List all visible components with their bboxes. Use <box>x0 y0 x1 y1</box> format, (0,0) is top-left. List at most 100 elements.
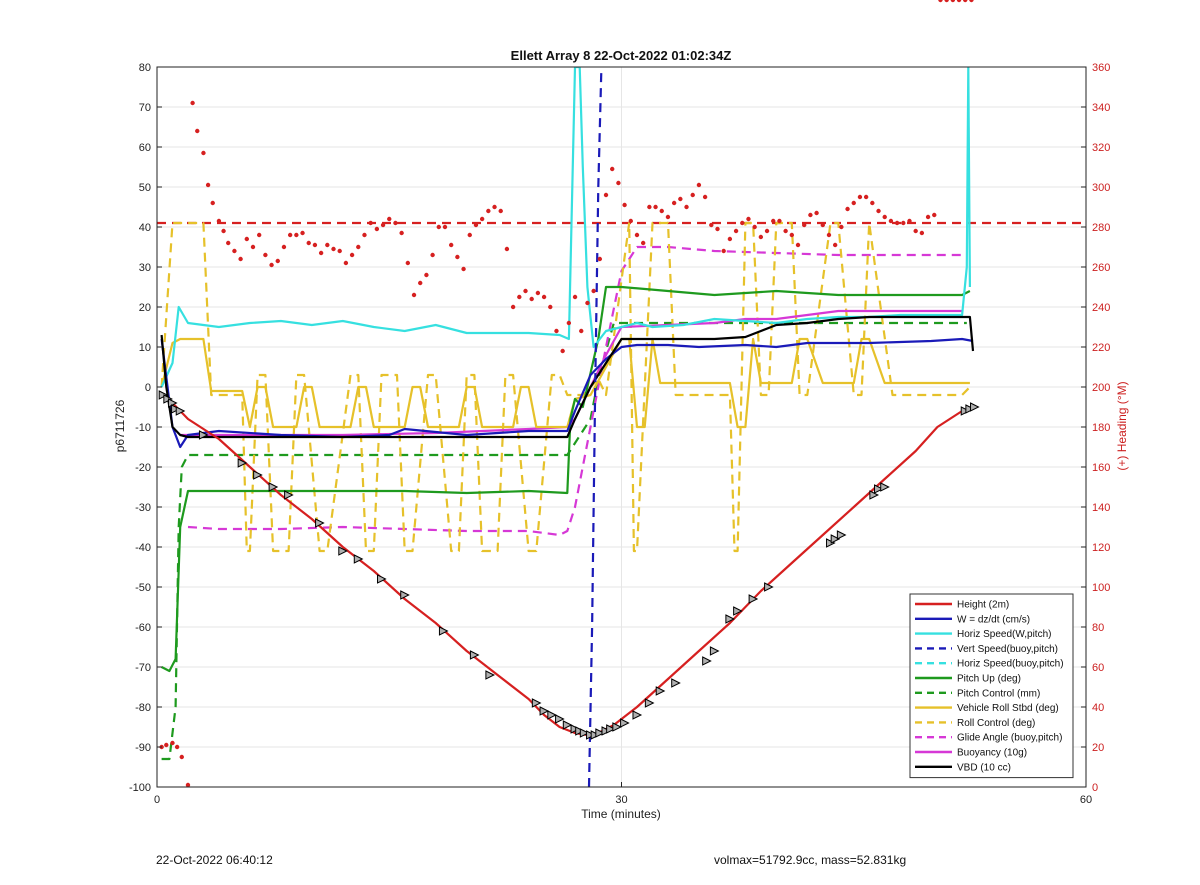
heading-point <box>956 0 962 3</box>
heading-point <box>678 196 683 202</box>
heading-point <box>690 192 695 198</box>
legend-entry-label: Height (2m) <box>957 600 1009 611</box>
x-tick-label: 0 <box>154 794 160 806</box>
heading-point <box>579 328 584 334</box>
heading-point <box>628 218 633 224</box>
heading-point <box>795 242 801 248</box>
heading-point <box>306 240 311 246</box>
heading-point <box>907 218 912 224</box>
y2-tick-label: 0 <box>1092 782 1098 794</box>
height-marker <box>171 404 181 414</box>
y2-tick-label: 140 <box>1092 502 1110 514</box>
height-marker <box>601 726 612 736</box>
heading-point <box>554 328 559 334</box>
heading-point <box>758 234 764 240</box>
legend-entry-label: Buoyancy (10g) <box>957 748 1027 759</box>
axis-ticks: -100-90-80-70-60-50-40-30-20-10010203040… <box>129 62 1110 806</box>
heading-point <box>808 212 813 218</box>
heading-point <box>684 204 689 210</box>
y2-tick-label: 280 <box>1092 222 1110 234</box>
series-line-6 <box>161 285 971 673</box>
height-marker <box>826 538 836 548</box>
heading-point <box>529 296 534 302</box>
legend-entry-label: Horiz Speed(W,pitch) <box>957 629 1051 640</box>
heading-point <box>232 248 237 254</box>
height-marker <box>725 614 736 624</box>
heading-point <box>226 240 231 246</box>
heading-point <box>839 224 844 230</box>
y-tick-label: 0 <box>145 382 151 394</box>
heading-point <box>281 244 287 250</box>
footer-vol-mass: volmax=51792.9cc, mass=52.831kg <box>714 853 907 867</box>
series-line-12 <box>160 315 975 439</box>
y-tick-label: -10 <box>135 422 151 434</box>
heading-point <box>411 292 417 298</box>
heading-point <box>771 218 776 224</box>
height-marker <box>960 406 971 416</box>
height-marker <box>353 554 364 564</box>
heading-point <box>814 210 819 216</box>
heading-point <box>287 232 293 238</box>
heading-point <box>300 230 305 236</box>
legend-entry-label: Vert Speed(buoy,pitch) <box>957 644 1058 655</box>
heading-point <box>752 224 757 230</box>
heading-point <box>634 232 640 238</box>
legend-entry-label: Pitch Up (deg) <box>957 674 1021 685</box>
heading-point <box>876 208 881 214</box>
y-tick-label: -60 <box>135 622 151 634</box>
heading-point <box>430 252 435 258</box>
height-marker <box>315 518 325 528</box>
heading-point <box>448 242 454 248</box>
heading-point <box>548 304 553 310</box>
heading-point <box>616 180 621 186</box>
heading-point <box>461 266 466 272</box>
height-marker <box>253 470 263 480</box>
y2-tick-label: 220 <box>1092 342 1110 354</box>
heading-point <box>424 272 429 278</box>
heading-point <box>944 0 949 3</box>
heading-point <box>399 230 404 236</box>
heading-point <box>702 194 708 200</box>
heading-point <box>535 290 541 296</box>
heading-point <box>221 228 226 234</box>
heading-point <box>560 348 565 354</box>
heading-point <box>640 240 646 246</box>
heading-point <box>190 100 195 106</box>
height-marker <box>612 722 622 732</box>
legend-entry-label: Pitch Control (mm) <box>957 688 1040 699</box>
heading-point <box>418 280 423 286</box>
height-marker <box>555 714 565 724</box>
series-line-1 <box>160 394 975 737</box>
y2-tick-label: 80 <box>1092 622 1104 634</box>
height-marker <box>880 482 890 492</box>
y-tick-label: -80 <box>135 702 151 714</box>
heading-point <box>888 218 894 224</box>
legend-entry-label: W = dz/dt (cm/s) <box>957 614 1030 625</box>
y-tick-label: 60 <box>139 142 151 154</box>
y-tick-label: -90 <box>135 742 151 754</box>
height-marker <box>400 590 410 600</box>
y2-tick-label: 160 <box>1092 462 1110 474</box>
y-tick-label: 70 <box>139 102 151 114</box>
heading-point <box>343 260 349 266</box>
y2-tick-label: 320 <box>1092 142 1110 154</box>
heading-point <box>727 236 733 242</box>
y-tick-label: 30 <box>139 262 151 274</box>
y-tick-label: -50 <box>135 582 151 594</box>
heading-point <box>275 258 280 264</box>
heading-point <box>740 220 745 226</box>
heading-point <box>436 224 441 230</box>
height-marker <box>702 656 712 666</box>
heading-point <box>647 204 652 210</box>
height-marker <box>655 686 666 696</box>
height-marker <box>748 594 759 604</box>
y-tick-label: 20 <box>139 302 151 314</box>
height-marker <box>632 710 643 720</box>
y2-tick-label: 200 <box>1092 382 1110 394</box>
y-tick-label: -100 <box>129 782 151 794</box>
x-tick-label: 60 <box>1080 794 1092 806</box>
height-marker <box>547 710 557 720</box>
y-tick-label: -40 <box>135 542 151 554</box>
plot-series <box>157 67 1086 787</box>
